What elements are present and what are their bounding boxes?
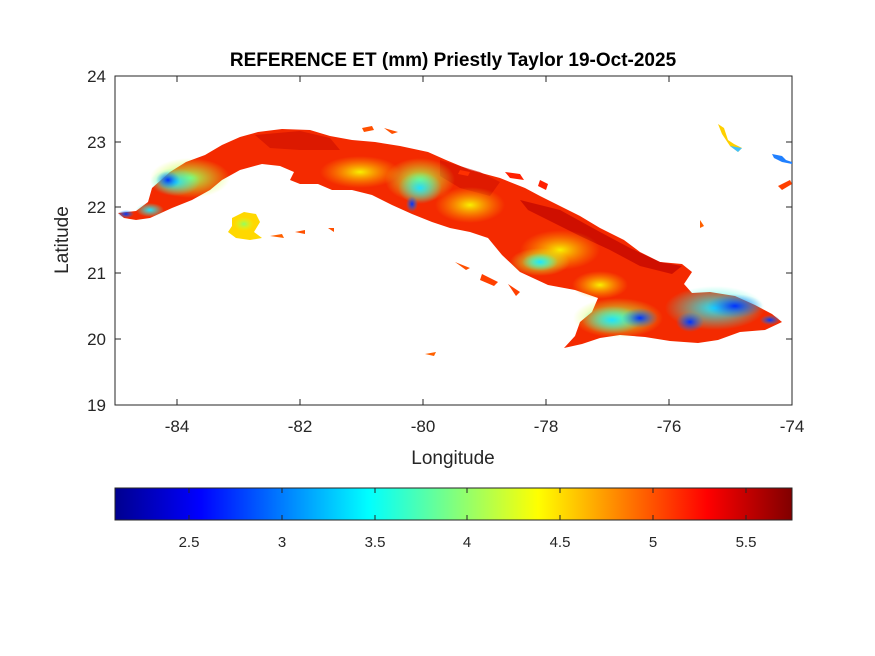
map-axes bbox=[114, 75, 793, 406]
x-axis bbox=[176, 76, 670, 405]
x-tick-label: -74 bbox=[780, 417, 805, 436]
colorbar-tick-label: 4.5 bbox=[550, 534, 571, 551]
y-tick-label: 24 bbox=[87, 67, 106, 86]
colorbar-tick-label: 3 bbox=[278, 534, 286, 551]
y-axis-label: Latitude bbox=[52, 206, 73, 274]
y-axis bbox=[115, 75, 792, 406]
x-axis-label: Longitude bbox=[411, 448, 494, 469]
y-tick-label: 21 bbox=[87, 264, 106, 283]
colorbar-tick-label: 5.5 bbox=[736, 534, 757, 551]
y-tick-label: 19 bbox=[87, 396, 106, 415]
x-tick-label: -76 bbox=[657, 417, 682, 436]
colorbar-ticks bbox=[188, 488, 747, 520]
y-tick-label: 22 bbox=[87, 198, 106, 217]
colorbar-tick-label: 4 bbox=[463, 534, 471, 551]
x-tick-label: -82 bbox=[288, 417, 313, 436]
colorbar-tick-label: 3.5 bbox=[365, 534, 386, 551]
cuba-et-field bbox=[118, 124, 792, 356]
colorbar-tick-label: 2.5 bbox=[179, 534, 200, 551]
x-tick-label: -84 bbox=[165, 417, 190, 436]
y-tick-label: 20 bbox=[87, 330, 106, 349]
x-tick-label: -78 bbox=[534, 417, 559, 436]
colorbar bbox=[114, 487, 793, 521]
y-tick-label: 23 bbox=[87, 133, 106, 152]
map-title: REFERENCE ET (mm) Priestly Taylor 19-Oct… bbox=[230, 50, 677, 71]
colorbar-tick-label: 5 bbox=[649, 534, 657, 551]
x-tick-label: -80 bbox=[411, 417, 436, 436]
